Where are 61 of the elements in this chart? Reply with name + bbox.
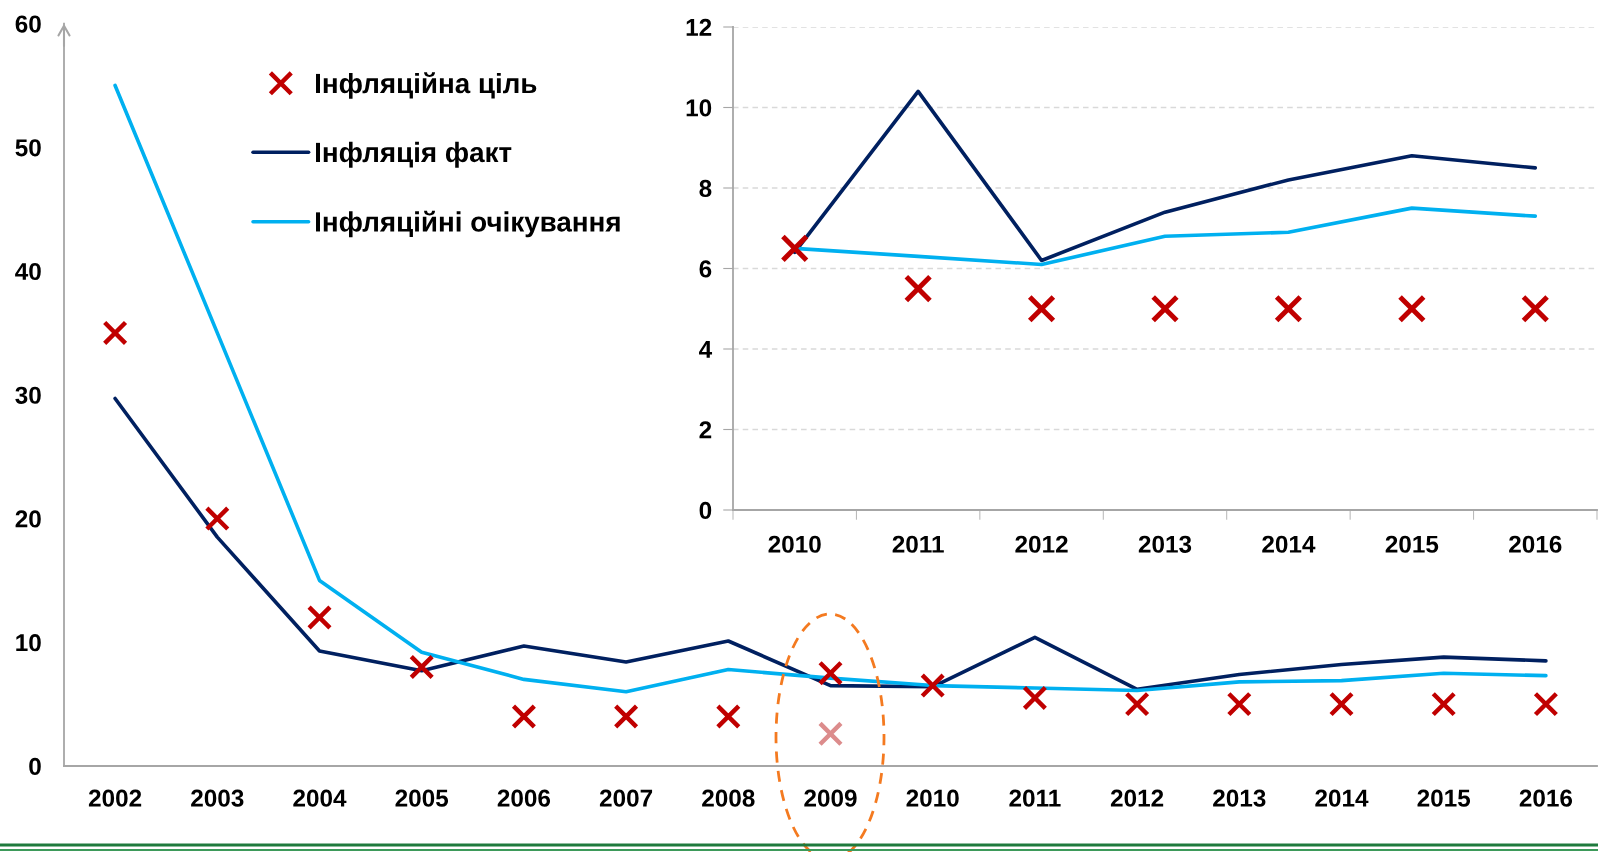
point xyxy=(204,505,230,532)
y-tick-label: 10 xyxy=(16,634,41,652)
x-tick-label: 2003 xyxy=(191,789,244,807)
x-tick-label: 2013 xyxy=(1213,789,1266,807)
x-tick-label: 2010 xyxy=(768,535,821,553)
point xyxy=(409,654,435,680)
x-tick-label: 2010 xyxy=(906,789,959,807)
x-tick-label: 2014 xyxy=(1315,789,1369,807)
y-tick-label: 12 xyxy=(686,18,712,36)
x-tick-label: 2011 xyxy=(1009,789,1061,807)
point xyxy=(1328,691,1355,717)
x-tick-label: 2007 xyxy=(599,789,653,807)
x-tick-label: 2004 xyxy=(293,789,347,807)
x-tick-label: 2011 xyxy=(892,535,944,553)
y-tick-label: 0 xyxy=(29,757,41,776)
point xyxy=(1027,294,1056,324)
x-tick-label: 2013 xyxy=(1138,535,1192,553)
point xyxy=(613,703,639,730)
y-tick-label: 8 xyxy=(699,179,712,198)
legend-label: Інфляційні очікування xyxy=(316,210,620,238)
point xyxy=(1397,294,1427,324)
point xyxy=(1150,294,1180,324)
point xyxy=(1431,691,1457,717)
line-series xyxy=(792,89,1538,263)
x-tick-label: 2012 xyxy=(1110,789,1164,807)
x-tick-label: 2014 xyxy=(1262,535,1316,553)
x-tick-label: 2016 xyxy=(1509,535,1562,553)
point xyxy=(1124,691,1150,717)
point xyxy=(511,703,537,730)
x-tick-label: 2009 xyxy=(804,789,857,807)
x-tick-label: 2016 xyxy=(1519,789,1573,807)
y-tick-label: 50 xyxy=(15,139,41,157)
point xyxy=(1022,685,1048,711)
point xyxy=(817,660,844,686)
y-tick-label: 20 xyxy=(15,510,41,528)
point xyxy=(817,721,844,747)
x-tick-label: 2015 xyxy=(1385,535,1439,553)
point xyxy=(1274,294,1303,324)
y-tick-label: 4 xyxy=(699,341,713,358)
point xyxy=(715,703,741,730)
y-tick-label: 0 xyxy=(699,501,712,520)
point xyxy=(903,274,933,303)
legend-label: Інфляційна ціль xyxy=(316,72,537,99)
point xyxy=(1226,691,1252,717)
x-tick-label: 2006 xyxy=(497,789,551,807)
y-tick-label: 10 xyxy=(686,99,712,117)
point xyxy=(1533,691,1559,717)
y-tick-label: 60 xyxy=(15,15,41,33)
point xyxy=(102,320,128,346)
y-tick-label: 30 xyxy=(15,386,41,404)
x-tick-label: 2015 xyxy=(1417,789,1471,807)
x-tick-label: 2012 xyxy=(1015,535,1068,553)
y-tick-label: 40 xyxy=(15,262,41,281)
x-tick-label: 2002 xyxy=(88,789,142,807)
point xyxy=(1520,294,1550,324)
legend-label: Інфляція факт xyxy=(316,141,512,168)
point xyxy=(306,604,333,631)
x-tick-label: 2005 xyxy=(395,789,449,807)
x-tick-label: 2008 xyxy=(702,789,755,807)
y-tick-label: 6 xyxy=(699,260,712,278)
y-tick-label: 2 xyxy=(699,421,712,439)
